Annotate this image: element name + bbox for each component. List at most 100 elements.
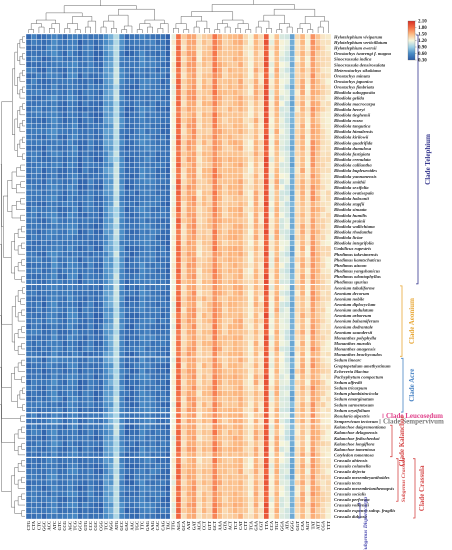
heatmap-cell (149, 390, 156, 397)
heatmap-cell (191, 385, 197, 391)
heatmap-cell (103, 290, 109, 297)
heatmap-cell (263, 373, 270, 380)
heatmap-cell (134, 290, 140, 297)
heatmap-cell (304, 290, 311, 297)
heatmap-cell (232, 362, 239, 369)
heatmap-cell (93, 83, 99, 90)
heatmap-cell (180, 50, 187, 57)
heatmap-cell (268, 223, 275, 230)
heatmap-cell (36, 379, 42, 386)
heatmap-cell (160, 201, 166, 207)
heatmap-cell (113, 401, 120, 408)
heatmap-cell (201, 262, 208, 269)
dendrogram-branch (15, 295, 19, 318)
heatmap-cell (56, 262, 63, 269)
heatmap-cell (196, 195, 202, 202)
heatmap-cell (108, 446, 115, 453)
heatmap-cell (217, 446, 223, 453)
heatmap-cell (186, 318, 192, 325)
heatmap-cell (263, 457, 270, 464)
heatmap-cell (103, 128, 109, 135)
heatmap-cell (82, 440, 89, 447)
heatmap-cell (248, 463, 254, 469)
heatmap-cell (201, 223, 208, 230)
dendrogram-branch (108, 14, 129, 26)
heatmap-cell (253, 234, 259, 241)
heatmap-cell (248, 44, 254, 51)
heatmap-cell (118, 150, 125, 157)
heatmap-cell (155, 184, 161, 191)
heatmap-cell (129, 212, 135, 219)
heatmap-cell (294, 106, 301, 113)
heatmap-cell (113, 474, 120, 481)
heatmap-cell (82, 435, 89, 442)
heatmap-cell (113, 189, 120, 196)
heatmap-cell (103, 178, 109, 185)
heatmap-cell (284, 362, 290, 369)
heatmap-cell (248, 468, 254, 475)
heatmap-cell (108, 39, 115, 46)
heatmap-cell (186, 44, 192, 51)
heatmap-cell (108, 234, 115, 241)
heatmap-cell (180, 206, 187, 213)
heatmap-cell (139, 334, 146, 341)
heatmap-cell (325, 329, 332, 336)
heatmap-cell (237, 150, 244, 157)
heatmap-cell (155, 251, 161, 258)
heatmap-cell (310, 50, 316, 57)
heatmap-cell (180, 33, 187, 40)
heatmap-cell (25, 368, 32, 375)
heatmap-cell (279, 201, 285, 207)
heatmap-cell (263, 312, 270, 319)
heatmap-cell (284, 240, 290, 247)
heatmap-cell (325, 435, 332, 442)
heatmap-cell (30, 128, 37, 135)
heatmap-cell (315, 284, 321, 291)
heatmap-cell (144, 44, 151, 51)
heatmap-cell (232, 206, 239, 213)
heatmap-cell (82, 373, 89, 380)
heatmap-cell (268, 334, 275, 341)
heatmap-cell (304, 33, 311, 40)
heatmap-cell (222, 128, 228, 135)
heatmap-cell (129, 111, 135, 118)
heatmap-cell (93, 162, 99, 168)
heatmap-cell (304, 256, 311, 263)
heatmap-cell (108, 295, 115, 302)
heatmap-cell (191, 100, 197, 107)
heatmap-cell (124, 468, 130, 475)
heatmap-cell (320, 245, 327, 252)
heatmap-cell (77, 373, 84, 380)
heatmap-cell (62, 373, 68, 380)
heatmap-cell (320, 373, 327, 380)
heatmap-cell (103, 368, 109, 375)
heatmap-cell (134, 234, 140, 241)
heatmap-cell (155, 139, 161, 146)
heatmap-cell (144, 323, 151, 330)
heatmap-cell (196, 368, 202, 375)
heatmap-cell (196, 435, 202, 442)
heatmap-cell (310, 468, 316, 475)
heatmap-cell (77, 340, 84, 347)
heatmap-cell (160, 134, 166, 141)
heatmap-cell (108, 273, 115, 280)
heatmap-cell (113, 100, 120, 107)
heatmap-cell (62, 457, 68, 464)
heatmap-cell (325, 78, 332, 85)
heatmap-cell (108, 184, 115, 191)
heatmap-cell (93, 156, 99, 163)
heatmap-cell (237, 139, 244, 146)
heatmap-cell (248, 123, 254, 129)
heatmap-cell (175, 223, 182, 230)
heatmap-cell (118, 373, 125, 380)
heatmap-cell (191, 89, 197, 96)
heatmap-cell (144, 362, 151, 369)
heatmap-cell (77, 357, 84, 364)
heatmap-cell (237, 178, 244, 185)
heatmap-cell (196, 323, 202, 330)
heatmap-cell (320, 217, 327, 224)
heatmap-cell (108, 396, 115, 403)
heatmap-cell (196, 184, 202, 191)
heatmap-cell (134, 446, 140, 453)
heatmap-cell (253, 385, 259, 391)
